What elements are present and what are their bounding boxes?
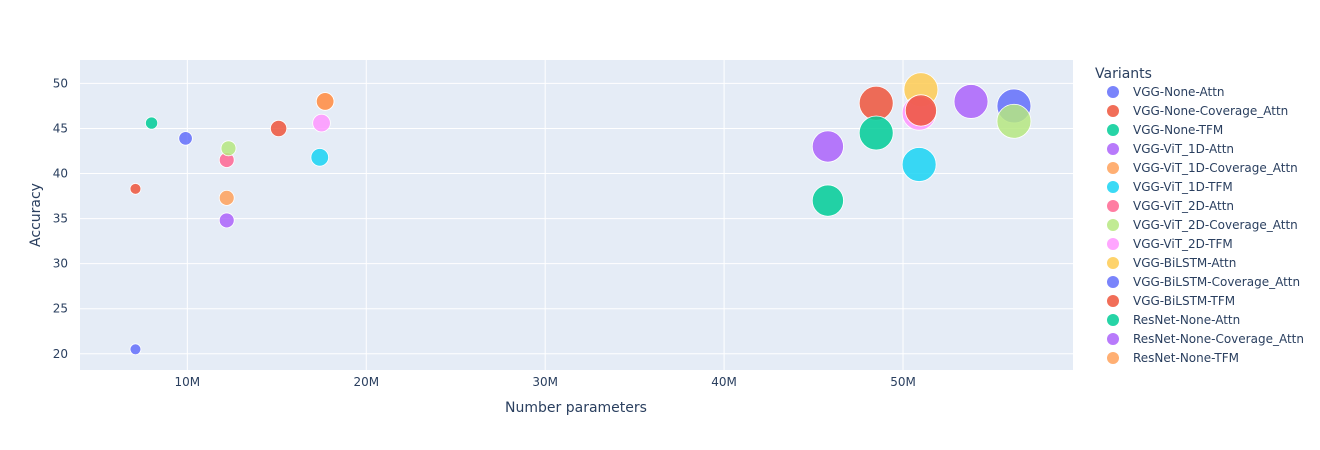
legend-marker: [1107, 238, 1119, 250]
legend-marker: [1107, 200, 1119, 212]
data-point: [310, 148, 329, 167]
data-point: [129, 183, 142, 195]
data-point: [129, 343, 142, 356]
legend-entry-label: VGG-None-Coverage_Attn: [1133, 104, 1288, 118]
y-axis-title: Accuracy: [28, 183, 44, 247]
y-tick-label: 40: [53, 167, 68, 181]
legend-entry-label: VGG-BiLSTM-TFM: [1133, 294, 1235, 308]
legend-entry-label: VGG-BiLSTM-Coverage_Attn: [1133, 275, 1300, 289]
legend-marker: [1107, 333, 1119, 345]
legend-marker: [1107, 352, 1119, 364]
data-point: [811, 184, 844, 217]
legend-marker: [1107, 219, 1119, 231]
legend-entry-label: ResNet-None-Coverage_Attn: [1133, 332, 1304, 346]
legend-marker: [1107, 143, 1119, 155]
y-tick-label: 35: [53, 212, 68, 226]
legend-entry-label: VGG-None-Attn: [1133, 85, 1225, 99]
y-tick-label: 25: [53, 302, 68, 316]
legend-marker: [1107, 105, 1119, 117]
data-point: [218, 189, 235, 206]
data-point: [270, 119, 288, 138]
legend-entry-label: VGG-ViT_1D-Coverage_Attn: [1133, 161, 1298, 175]
data-point: [904, 94, 937, 127]
y-tick-label: 50: [53, 76, 68, 90]
data-point: [218, 212, 235, 229]
legend-title: Variants: [1095, 66, 1152, 82]
y-axis-ticks: 20 25 30 35 40 45 50: [53, 76, 68, 360]
y-tick-label: 20: [53, 347, 68, 361]
data-point: [858, 115, 894, 151]
data-point: [312, 113, 331, 133]
legend-marker: [1107, 86, 1119, 98]
legend-entry-label: VGG-BiLSTM-Attn: [1133, 256, 1236, 270]
x-tick-label: 10M: [175, 375, 201, 389]
data-points: [129, 72, 1032, 356]
data-point: [858, 85, 894, 121]
legend-entry-label: VGG-ViT_2D-Attn: [1133, 199, 1234, 213]
x-tick-label: 50M: [890, 375, 916, 389]
data-point: [996, 103, 1032, 139]
data-point: [178, 131, 193, 146]
legend-entry-label: VGG-ViT_2D-TFM: [1133, 237, 1233, 251]
x-tick-label: 20M: [353, 375, 379, 389]
legend-entry-label: ResNet-None-Attn: [1133, 313, 1240, 327]
legend-marker: [1107, 295, 1119, 307]
data-point: [811, 130, 844, 163]
x-tick-label: 30M: [532, 375, 558, 389]
legend-entry-label: VGG-ViT_1D-Attn: [1133, 142, 1234, 156]
legend-entry-label: ResNet-None-TFM: [1133, 351, 1239, 365]
data-point: [220, 140, 237, 157]
data-point: [145, 116, 159, 130]
data-point: [901, 147, 937, 182]
legend-marker: [1107, 181, 1119, 193]
y-tick-label: 30: [53, 257, 68, 271]
legend-marker: [1107, 257, 1119, 269]
legend-marker: [1107, 276, 1119, 288]
y-tick-label: 45: [53, 121, 68, 135]
legend-marker: [1107, 314, 1119, 326]
legend-marker: [1107, 124, 1119, 136]
legend-marker: [1107, 162, 1119, 174]
legend-entry-label: VGG-ViT_2D-Coverage_Attn: [1133, 218, 1298, 232]
x-axis-ticks: 10M 20M 30M 40M 50M: [175, 375, 916, 389]
data-point: [315, 92, 335, 111]
x-tick-label: 40M: [711, 375, 737, 389]
data-point: [953, 84, 989, 119]
x-axis-title: Number parameters: [505, 400, 647, 416]
legend: Variants VGG-None-Attn VGG-None-Coverage_…: [1095, 66, 1304, 365]
legend-entry-label: VGG-None-TFM: [1133, 123, 1223, 137]
legend-entry-label: VGG-ViT_1D-TFM: [1133, 180, 1233, 194]
